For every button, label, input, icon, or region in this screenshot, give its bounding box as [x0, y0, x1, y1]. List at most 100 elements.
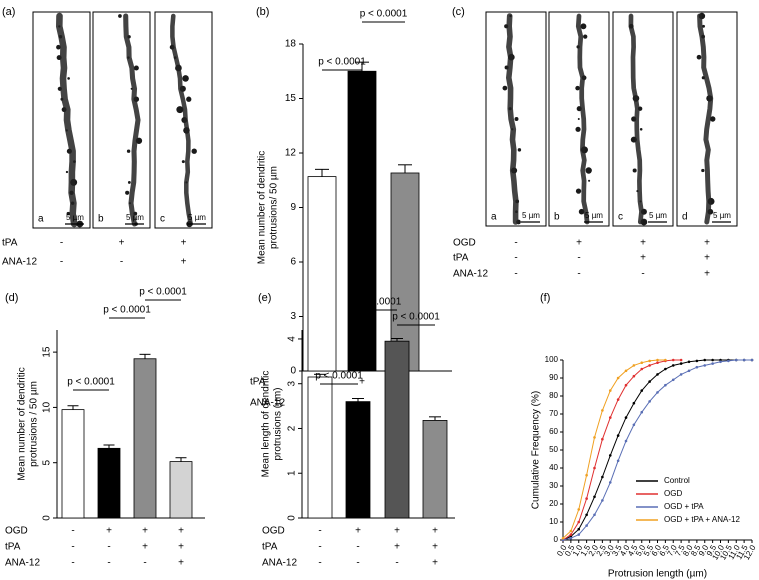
condition-mark: + [432, 526, 438, 537]
error-bar [429, 416, 441, 421]
condition-name: ANA-12 [2, 257, 37, 268]
condition-mark: - [143, 558, 146, 569]
y-tick-label: 90 [549, 373, 558, 382]
significance-label: p < 0.0001 [103, 305, 151, 316]
dendrite [56, 12, 78, 228]
point [648, 359, 651, 363]
spine [66, 211, 70, 216]
point [679, 362, 683, 365]
spine [65, 170, 69, 174]
spine [182, 75, 189, 82]
condition-mark: + [394, 542, 400, 553]
spine [577, 117, 580, 121]
spine [639, 128, 643, 131]
point [640, 410, 644, 414]
bar [97, 447, 121, 519]
condition-mark: - [120, 257, 123, 268]
y-tick-label: 60 [549, 427, 558, 436]
y-tick-label: 15 [285, 93, 297, 104]
error-bar [175, 457, 187, 462]
point [585, 497, 588, 500]
y-tick-label: 1 [287, 470, 298, 476]
condition-mark: - [641, 269, 644, 280]
scale-label: 5 µm [585, 211, 603, 220]
spine [56, 44, 61, 50]
condition-mark: + [178, 542, 184, 553]
point [601, 499, 604, 502]
condition-mark: - [514, 253, 517, 264]
condition-mark: - [71, 526, 74, 537]
point [640, 367, 644, 371]
condition-mark: + [359, 377, 365, 388]
point [656, 373, 659, 376]
scale-label: 5 µm [66, 213, 84, 222]
spine [580, 23, 587, 30]
condition-name: OGD [453, 238, 476, 249]
y-tick-label: 3 [287, 380, 298, 386]
bar [390, 172, 420, 372]
condition-mark: - [71, 542, 74, 553]
scale-label: 5 µm [126, 213, 144, 222]
bar [422, 420, 448, 519]
y-axis-label: Mean number of dendritic [257, 151, 268, 264]
bar [384, 340, 410, 519]
point [671, 358, 675, 362]
condition-mark: - [577, 253, 580, 264]
spine [186, 96, 192, 102]
y-axis-label: Mean length of dendritic [261, 371, 272, 478]
bar [133, 358, 157, 519]
y-tick-label: 3 [290, 311, 296, 322]
point [648, 400, 651, 403]
point [624, 383, 628, 387]
y-tick-label: 6 [290, 257, 296, 268]
condition-mark: + [394, 526, 400, 537]
spine [67, 77, 70, 80]
condition-mark: - [71, 558, 74, 569]
point [569, 536, 573, 540]
condition-mark: + [181, 238, 187, 249]
point [664, 383, 667, 387]
point [608, 416, 612, 419]
y-tick-label: 18 [285, 39, 297, 50]
y-axis-label: protrusions/ 50 µm [269, 166, 280, 249]
point [577, 520, 581, 524]
image-label: c [618, 212, 623, 223]
dendrite [505, 13, 519, 225]
significance-label: p < 0.0001 [318, 57, 366, 68]
condition-mark: + [640, 238, 646, 249]
y-tick-label: 20 [549, 499, 558, 508]
scale-label: 5 µm [522, 211, 540, 220]
point [616, 398, 620, 401]
point [624, 439, 628, 443]
bar [307, 176, 337, 372]
scale-label: 5 µm [649, 211, 667, 220]
point [695, 359, 699, 363]
image-label: a [38, 214, 44, 225]
y-tick-label: 0 [554, 535, 559, 544]
dendrite [697, 13, 714, 225]
y-axis-label: Cumulative Frequency (%) [531, 391, 542, 509]
series-line [562, 359, 752, 541]
panel-label: (d) [5, 292, 18, 304]
y-tick-label: 80 [549, 391, 558, 400]
condition-name: tPA [262, 542, 278, 553]
point [608, 454, 612, 457]
significance-label: p < 0.0001 [315, 371, 363, 382]
point [648, 380, 651, 383]
condition-name: ANA-12 [262, 558, 297, 569]
point [656, 391, 659, 394]
point [585, 524, 588, 527]
point [719, 360, 722, 364]
y-tick-label: 2 [287, 425, 298, 431]
condition-name: OGD [5, 526, 28, 537]
point [711, 362, 714, 365]
error-bar [139, 353, 151, 359]
point [664, 358, 667, 362]
condition-mark: - [107, 558, 110, 569]
error-bar [103, 444, 115, 449]
spine [583, 34, 588, 39]
point [695, 365, 699, 369]
significance-label: p < 0.0001 [360, 9, 408, 20]
point [632, 364, 636, 367]
